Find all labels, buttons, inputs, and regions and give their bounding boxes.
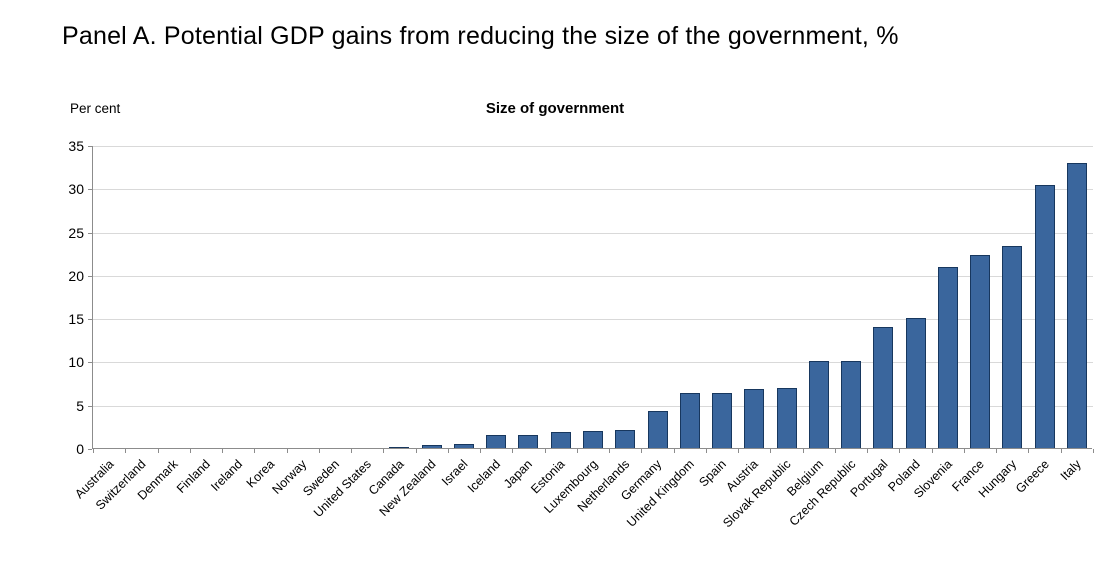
bar (389, 446, 410, 448)
bar (421, 445, 442, 448)
x-axis-tick (673, 449, 675, 453)
x-axis-tick (996, 449, 998, 453)
bar (615, 429, 636, 448)
x-axis-tick (963, 449, 965, 453)
x-axis-category-label: Italy (1057, 457, 1084, 484)
x-axis-category-label: United States (311, 457, 375, 520)
x-axis-tick (770, 449, 772, 453)
x-axis-category-label: Iceland (464, 457, 504, 496)
y-axis-tick (88, 319, 92, 321)
x-axis-tick (1060, 449, 1062, 453)
x-axis-category-label: Finland (173, 457, 213, 496)
bar (1066, 163, 1087, 448)
y-axis-tick-label: 10 (68, 354, 84, 371)
x-axis-tick (609, 449, 611, 453)
gridline (93, 189, 1093, 191)
y-axis-labels: 0 5 10 15 20 25 30 35 (38, 138, 84, 457)
x-axis-tick (738, 449, 740, 453)
x-axis-tick (1093, 449, 1094, 453)
bar (841, 360, 862, 448)
x-axis-tick (834, 449, 836, 453)
x-axis-tick (157, 449, 159, 453)
bar (647, 410, 668, 448)
bar (583, 430, 603, 448)
y-axis-tick (88, 362, 92, 364)
bar (937, 267, 958, 448)
y-axis-tick-label: 5 (76, 397, 84, 414)
y-axis-tick-label: 30 (68, 181, 84, 198)
x-axis-labels: Australia Switzerland Denmark Finland Irelan… (72, 457, 1092, 583)
x-axis-tick (867, 449, 869, 453)
y-axis-tick (88, 405, 92, 407)
x-axis-category-label: Ireland (208, 457, 246, 494)
bar (712, 392, 733, 448)
y-axis-tick (88, 146, 92, 147)
plot-area (88, 146, 1094, 453)
x-axis-tick (254, 449, 256, 453)
gridline (93, 275, 1093, 277)
x-axis-tick (802, 449, 804, 453)
bar (679, 393, 700, 448)
bar (1002, 246, 1023, 448)
x-axis-tick (576, 449, 578, 453)
bar (970, 254, 991, 448)
x-axis-tick (222, 449, 224, 453)
y-axis-tick-label: 25 (68, 224, 84, 241)
gridline (93, 319, 1093, 321)
x-axis-tick (383, 449, 385, 453)
x-axis-tick (189, 449, 191, 453)
y-axis-tick-label: 0 (76, 441, 84, 457)
y-axis-tick-label: 20 (68, 267, 84, 284)
x-axis-tick (447, 449, 449, 453)
x-axis-tick (1028, 449, 1030, 453)
y-axis-tick (88, 275, 92, 277)
gridline (93, 232, 1093, 234)
x-axis-tick (931, 449, 933, 453)
bar (808, 361, 829, 448)
x-axis-tick (705, 449, 707, 453)
chart-title: Size of government (485, 100, 625, 117)
bar (873, 326, 894, 448)
bar (905, 318, 926, 448)
x-axis-tick (544, 449, 546, 453)
bar (744, 389, 765, 448)
bar (486, 435, 507, 448)
bar (1034, 184, 1055, 448)
gridline (93, 362, 1093, 364)
bar (776, 388, 797, 448)
x-axis-tick (286, 449, 288, 453)
bar (518, 435, 539, 448)
y-axis-tick (88, 232, 92, 234)
gridline (93, 405, 1093, 407)
x-axis-tick (415, 449, 417, 453)
x-axis-tick (93, 449, 94, 453)
y-axis-tick-label: 35 (68, 138, 84, 154)
bar (453, 443, 474, 448)
x-axis-tick (899, 449, 901, 453)
y-axis-tick (88, 449, 92, 450)
x-axis-category-label: Greece (1012, 457, 1052, 496)
gridline (93, 146, 1093, 147)
y-axis-tick-label: 15 (68, 311, 84, 328)
x-axis-tick (351, 449, 353, 453)
x-axis-tick (512, 449, 514, 453)
x-axis-tick (641, 449, 643, 453)
x-axis-tick (125, 449, 127, 453)
x-axis-tick (480, 449, 482, 453)
bar (550, 432, 571, 448)
y-axis-tick (88, 189, 92, 191)
y-axis-unit-label: Per cent (70, 101, 121, 116)
x-axis-tick (318, 449, 320, 453)
page-title: Panel A. Potential GDP gains from reduci… (62, 22, 899, 50)
